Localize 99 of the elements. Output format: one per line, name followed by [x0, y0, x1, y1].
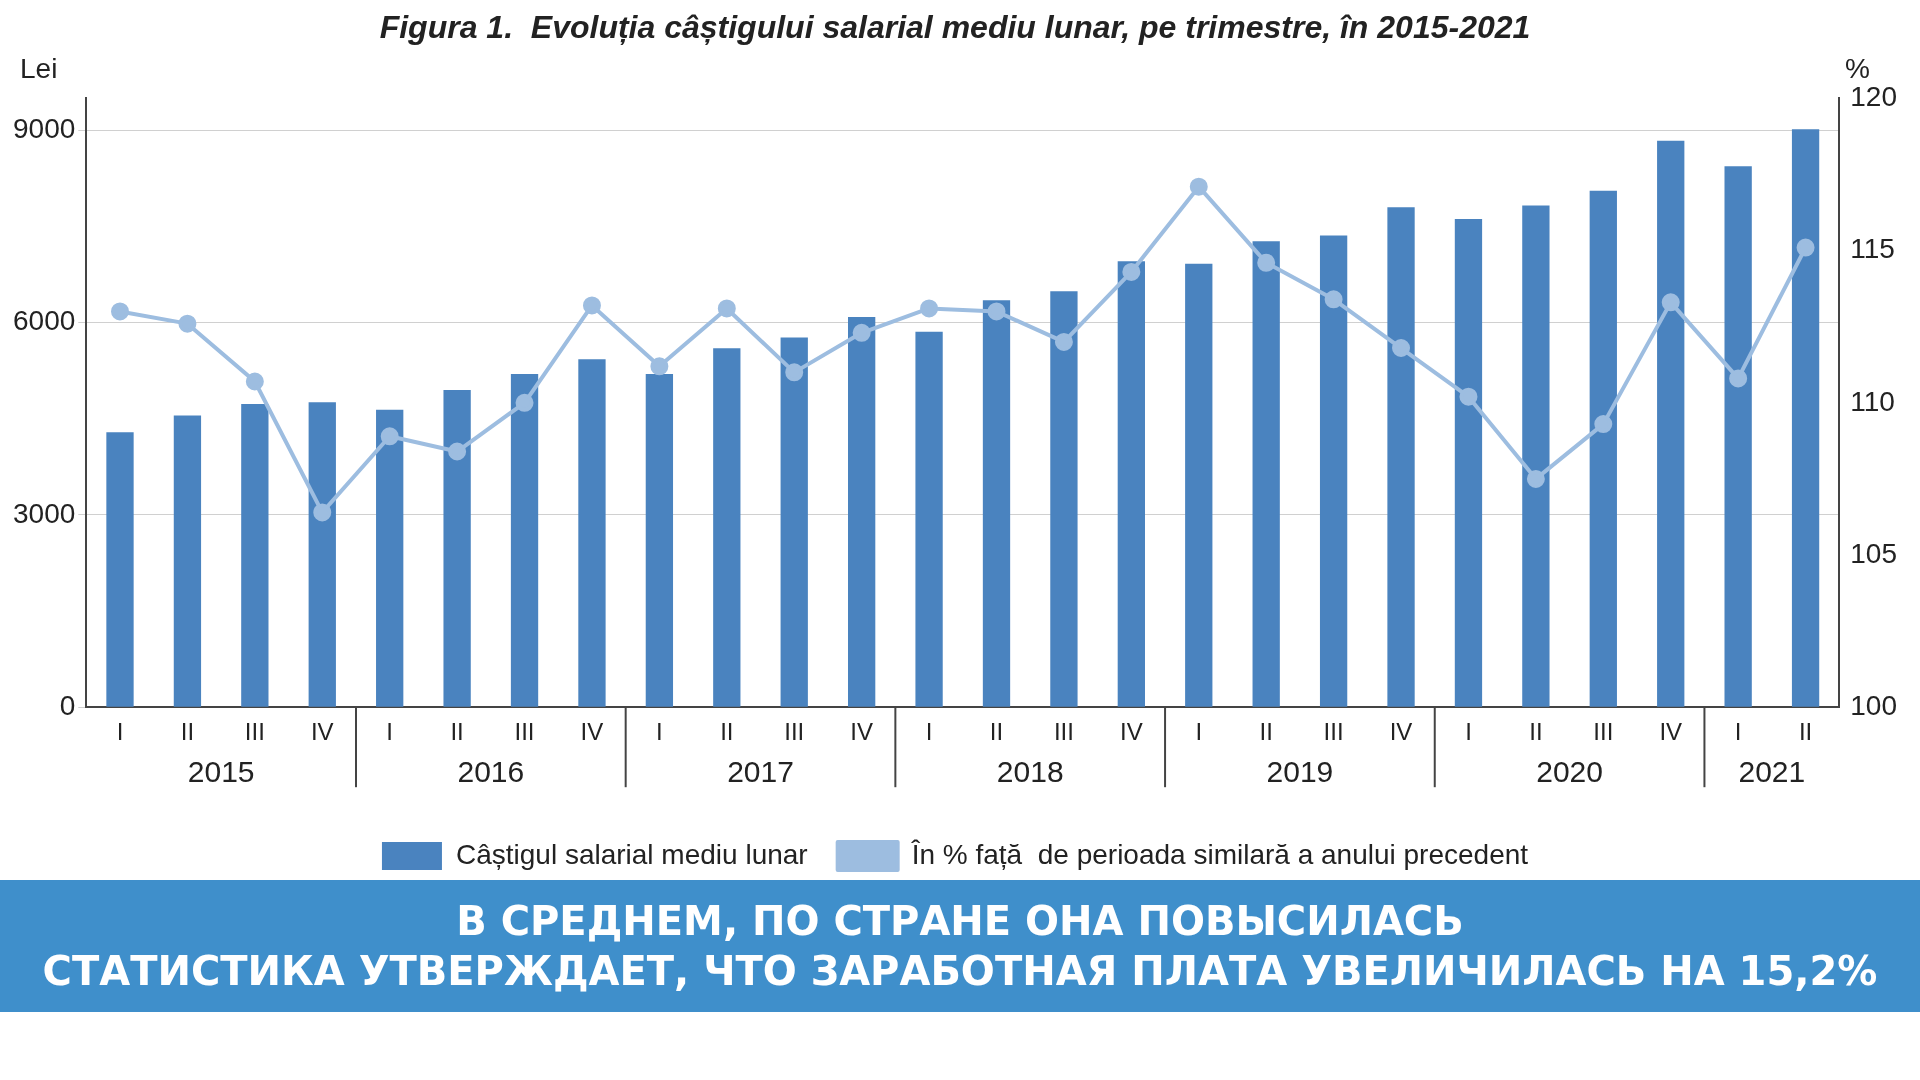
point — [1526, 469, 1545, 488]
x-tick-label: IV — [1120, 718, 1143, 746]
text: 2020 — [1536, 755, 1603, 789]
text: 2015 — [187, 755, 255, 789]
point — [1459, 387, 1478, 406]
x-tick-label: I — [656, 718, 663, 746]
bar — [1185, 263, 1213, 707]
legend-label: Câștigul salarial mediu lunar — [455, 838, 808, 870]
point — [650, 357, 669, 376]
x-tick-label: III — [784, 718, 805, 746]
bar — [1589, 190, 1617, 707]
y-tick-label: 3000 — [12, 497, 76, 529]
text: СТАТИСТИКА УТВЕРЖДАЕТ, ЧТО ЗАРАБОТНАЯ ПЛАТА УВЕЛИЧИЛАСЬ НА 15,2% — [41, 948, 1879, 994]
bar — [443, 389, 471, 707]
point — [920, 299, 939, 318]
bar — [1117, 261, 1145, 707]
bar — [848, 316, 876, 707]
x-tick-label: II — [1798, 718, 1813, 746]
x-tick-label: IV — [1659, 718, 1683, 746]
bar — [173, 415, 202, 707]
x-tick-label: I — [386, 718, 394, 746]
bar — [1454, 218, 1483, 707]
bar — [578, 359, 606, 707]
point — [852, 323, 871, 342]
y2-tick-label: 100 — [1850, 689, 1897, 721]
bar — [1791, 129, 1820, 707]
legend-label: În % față de perioada similară a anului precedent — [910, 838, 1529, 870]
x-tick-label: I — [925, 718, 933, 746]
point — [717, 299, 736, 318]
point — [1054, 332, 1073, 351]
x-tick-label: IV — [1389, 718, 1413, 746]
point — [987, 302, 1006, 321]
bar — [1319, 235, 1348, 707]
bar — [1387, 207, 1415, 707]
y-tick-label: 0 — [59, 689, 76, 721]
point — [1594, 415, 1613, 434]
text: 2019 — [1266, 755, 1334, 789]
point — [1796, 238, 1815, 257]
y2-tick-label: 115 — [1850, 233, 1895, 265]
y-tick-label: 9000 — [12, 113, 76, 145]
x-tick-label: I — [1465, 718, 1472, 746]
x-tick-label: II — [989, 718, 1004, 746]
x-tick-label: III — [244, 718, 265, 746]
bar — [915, 331, 943, 707]
bar — [308, 402, 336, 707]
point — [785, 363, 804, 382]
point — [515, 393, 534, 412]
x-tick-label: III — [1053, 718, 1074, 746]
bar — [1252, 241, 1280, 707]
bar — [1724, 166, 1752, 707]
text: 2017 — [727, 755, 794, 789]
text: 2021 — [1738, 755, 1806, 789]
point — [1189, 177, 1208, 196]
point — [1257, 253, 1276, 272]
bar — [982, 300, 1011, 707]
point — [1661, 293, 1680, 312]
bar — [241, 404, 269, 707]
x-tick-label: I — [1734, 718, 1742, 746]
text: 2018 — [996, 755, 1064, 789]
y2-tick-label: 110 — [1850, 385, 1895, 417]
point — [380, 427, 399, 446]
x-tick-label: II — [180, 718, 195, 746]
x-tick-label: IV — [580, 718, 604, 746]
bar — [780, 337, 808, 707]
x-tick-label: I — [116, 718, 124, 746]
x-tick-label: IV — [850, 718, 873, 746]
point — [1392, 339, 1411, 358]
point — [245, 372, 264, 391]
point — [111, 302, 129, 321]
text: 2016 — [457, 755, 525, 789]
x-tick-label: III — [1323, 718, 1344, 746]
x-tick-label: I — [1195, 718, 1203, 746]
x-tick-label: II — [1529, 718, 1543, 746]
chart-title: Figura 1. Evoluția câștigului salarial mediu lunar, pe trimestre, în 2015-2021 — [379, 9, 1531, 46]
bar — [1522, 205, 1550, 707]
point — [582, 296, 601, 315]
x-tick-label: II — [1259, 718, 1273, 746]
bar — [713, 348, 741, 707]
bar — [106, 432, 134, 707]
point — [1122, 262, 1141, 281]
point — [313, 503, 332, 522]
y-axis-title: Lei — [20, 53, 58, 85]
y2-tick-label: 105 — [1850, 537, 1897, 569]
bar — [645, 373, 674, 707]
point — [448, 442, 467, 461]
bar — [1657, 140, 1685, 707]
text: В СРЕДНЕМ, ПО СТРАНЕ ОНА ПОВЫСИЛАСЬ — [455, 898, 1465, 944]
x-tick-label: III — [514, 718, 535, 746]
point — [1729, 369, 1748, 388]
x-tick-label: IV — [310, 718, 334, 746]
bar — [376, 409, 404, 707]
x-tick-label: II — [720, 718, 734, 746]
y-tick-label: 6000 — [12, 305, 76, 337]
bar — [510, 373, 539, 707]
point — [1324, 290, 1343, 309]
bar — [1050, 291, 1078, 707]
point — [178, 314, 197, 333]
x-tick-label: II — [450, 718, 464, 746]
x-tick-label: III — [1593, 718, 1614, 746]
